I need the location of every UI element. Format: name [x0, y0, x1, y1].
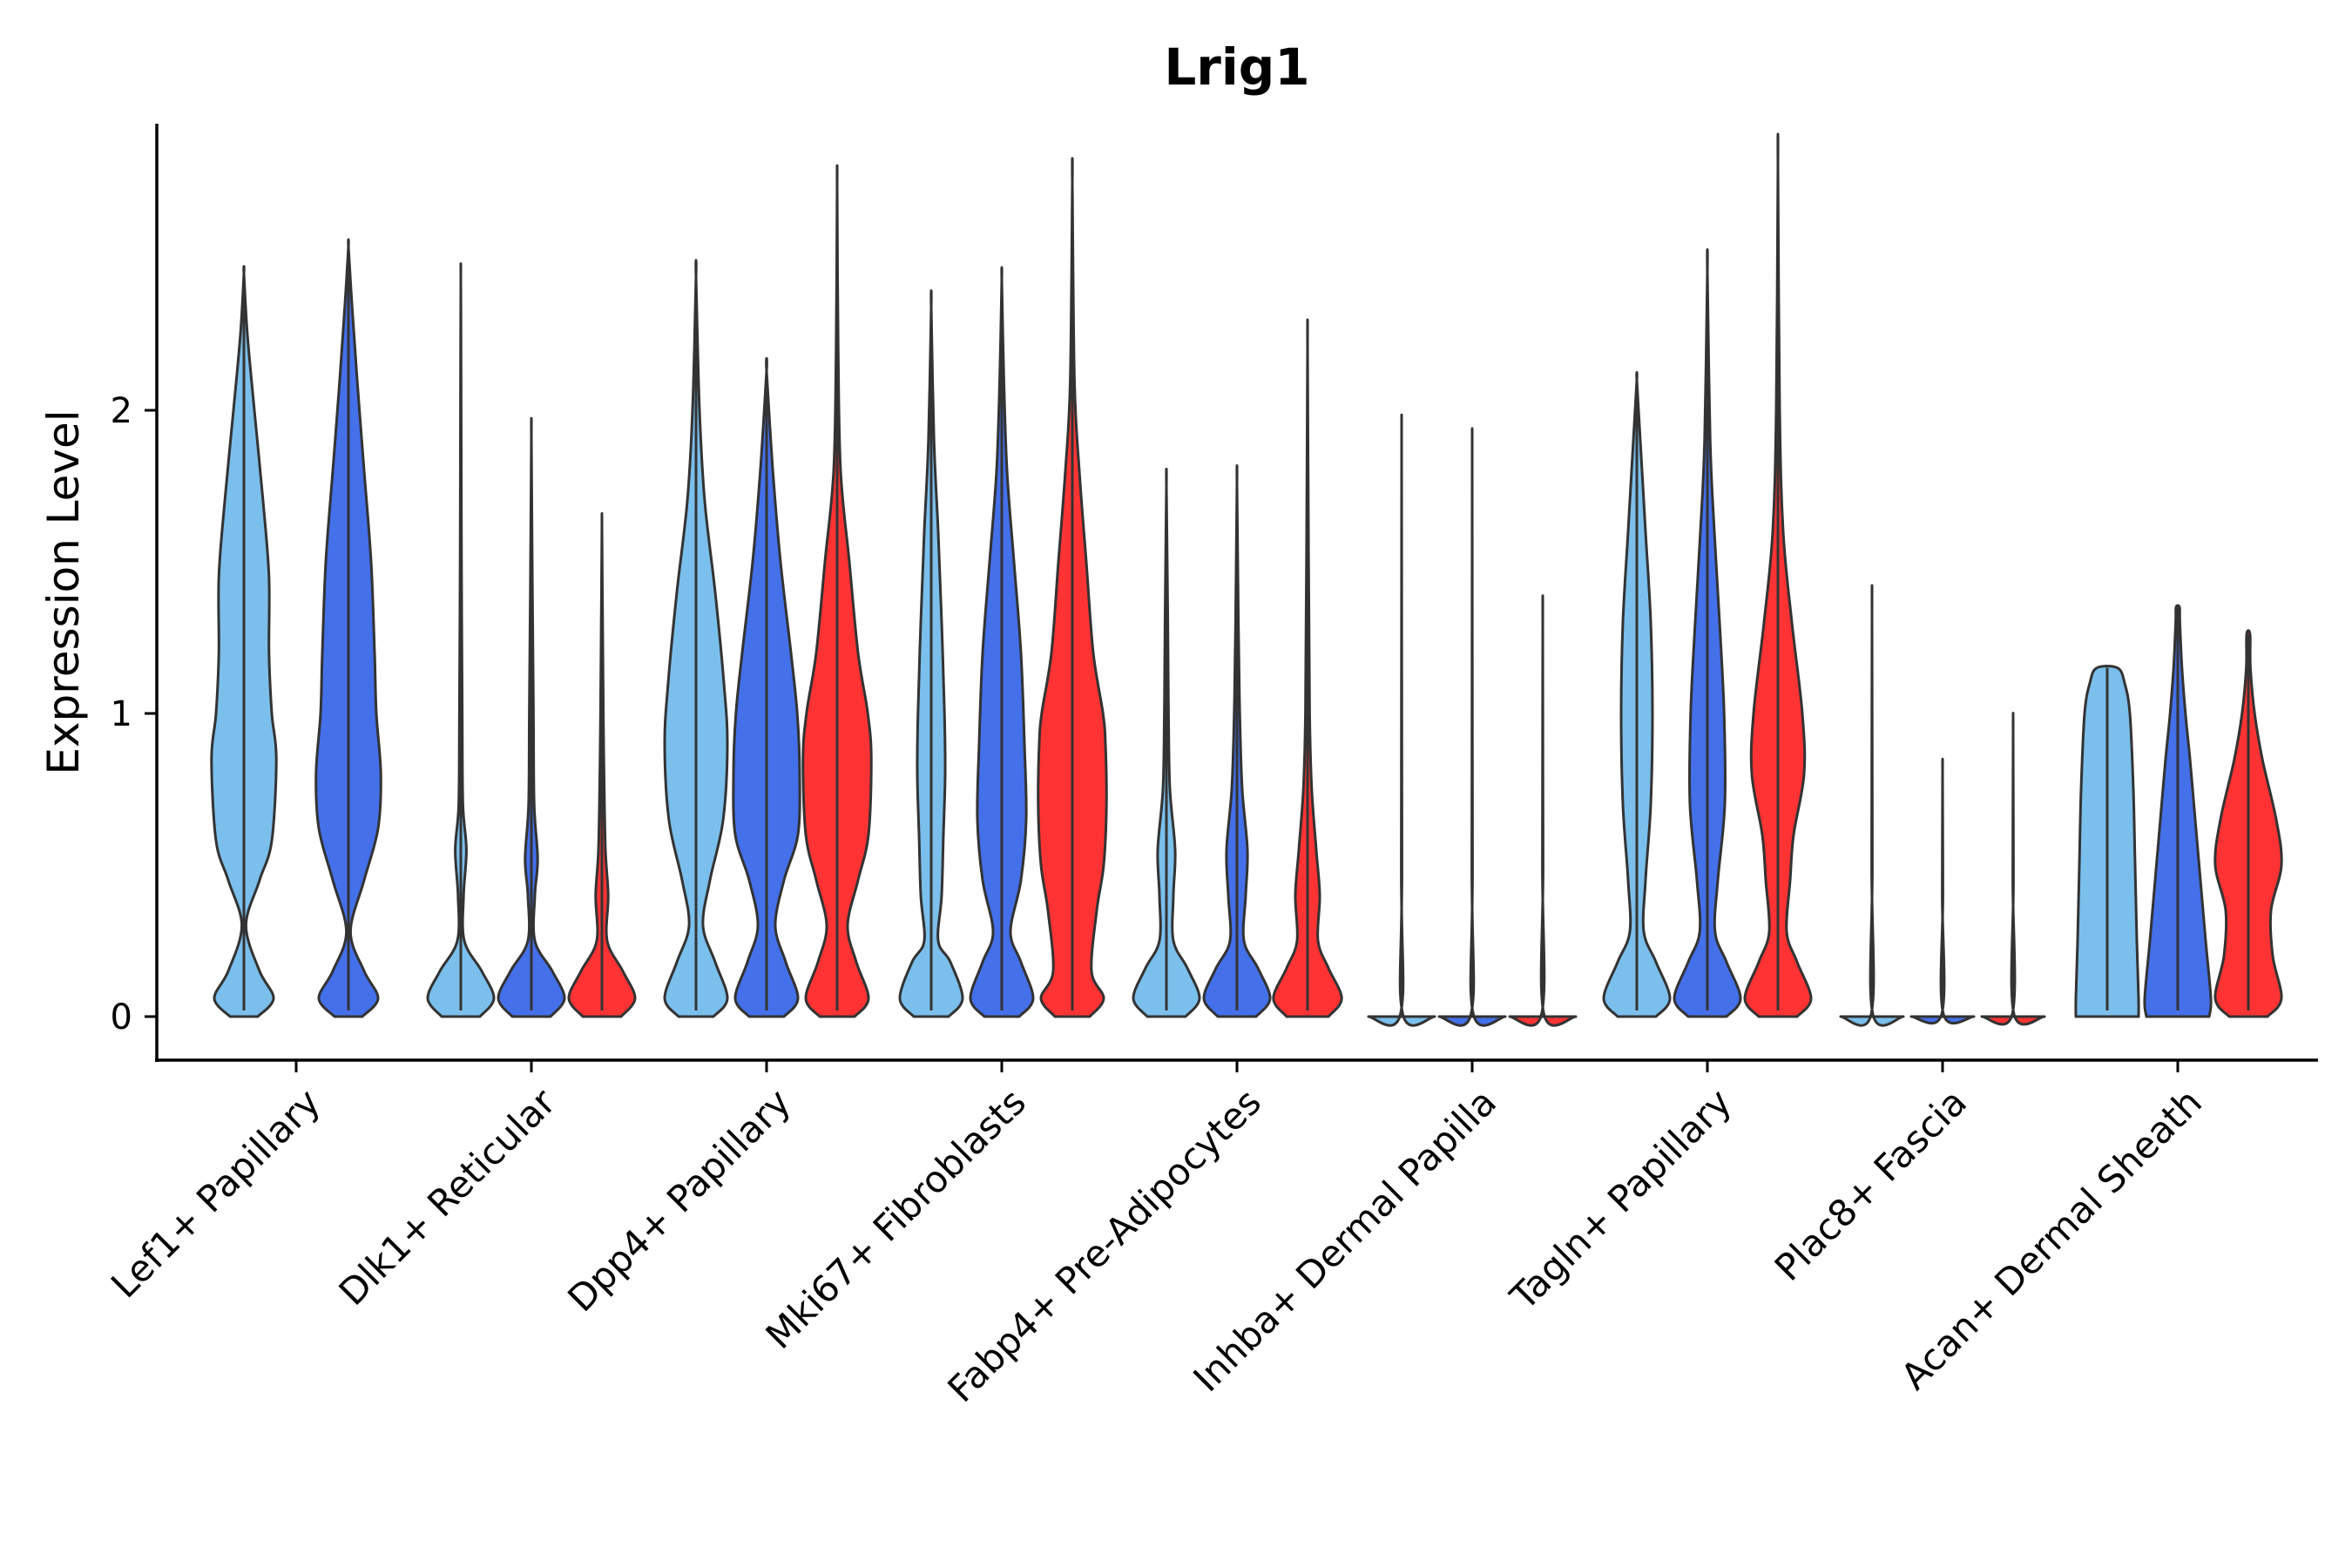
y-tick-label: 1	[111, 694, 132, 734]
x-category-label: Dpp4+ Papillary	[559, 1080, 799, 1320]
y-axis-label: Expression Level	[38, 409, 89, 774]
x-category-label: Mki67+ Fibroblasts	[758, 1080, 1034, 1356]
x-category-label: Tagln+ Papillary	[1502, 1080, 1740, 1318]
y-ticks: 0 1 2	[111, 391, 157, 1037]
chart-title: Lrig1	[1164, 37, 1309, 97]
y-tick-label: 0	[111, 997, 132, 1037]
x-category-label: Plac8+ Fascia	[1767, 1080, 1975, 1288]
x-category-label: Lef1+ Papillary	[103, 1080, 328, 1306]
x-category-label: Dlk1+ Reticular	[331, 1080, 564, 1314]
violin-layer	[210, 132, 2283, 1027]
y-tick-label: 2	[111, 391, 132, 431]
